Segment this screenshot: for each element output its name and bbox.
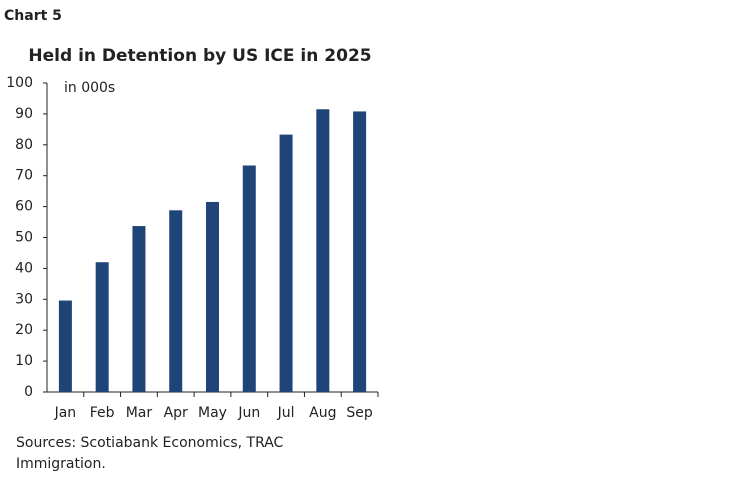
x-tick-label: Jul (277, 405, 295, 421)
y-tick-label: 30 (15, 291, 33, 307)
x-tick-label: Apr (164, 405, 188, 421)
x-tick-label: Feb (90, 405, 115, 421)
chart-label: Chart 5 (4, 8, 62, 24)
bar (58, 300, 72, 392)
x-tick-label: Aug (309, 405, 336, 421)
source-line: Sources: Scotiabank Economics, TRAC (16, 435, 284, 451)
x-tick-label: May (198, 405, 227, 421)
x-tick-label: Jun (237, 405, 260, 421)
y-tick-label: 10 (15, 353, 33, 369)
chart-title: Held in Detention by US ICE in 2025 (28, 46, 371, 66)
y-tick-label: 80 (15, 137, 33, 153)
bar (132, 226, 146, 392)
x-tick-label: Mar (126, 405, 153, 421)
y-tick-label: 0 (24, 384, 33, 400)
bar (169, 210, 183, 392)
bar (242, 165, 256, 392)
y-tick-label: 90 (15, 106, 33, 122)
y-tick-label: 40 (15, 260, 33, 276)
bar (206, 201, 219, 392)
y-tick-label: 70 (15, 168, 33, 184)
y-tick-label: 60 (15, 199, 33, 215)
bar (353, 111, 367, 392)
y-tick-label: 100 (6, 75, 33, 91)
x-tick-label: Jan (54, 405, 77, 421)
y-tick-label: 20 (15, 322, 33, 338)
bar (279, 134, 293, 392)
unit-note: in 000s (64, 80, 115, 96)
bar (316, 109, 330, 392)
bar (95, 262, 109, 392)
source-line: Immigration. (16, 456, 106, 472)
y-tick-label: 50 (15, 230, 33, 246)
x-tick-label: Sep (346, 405, 373, 421)
